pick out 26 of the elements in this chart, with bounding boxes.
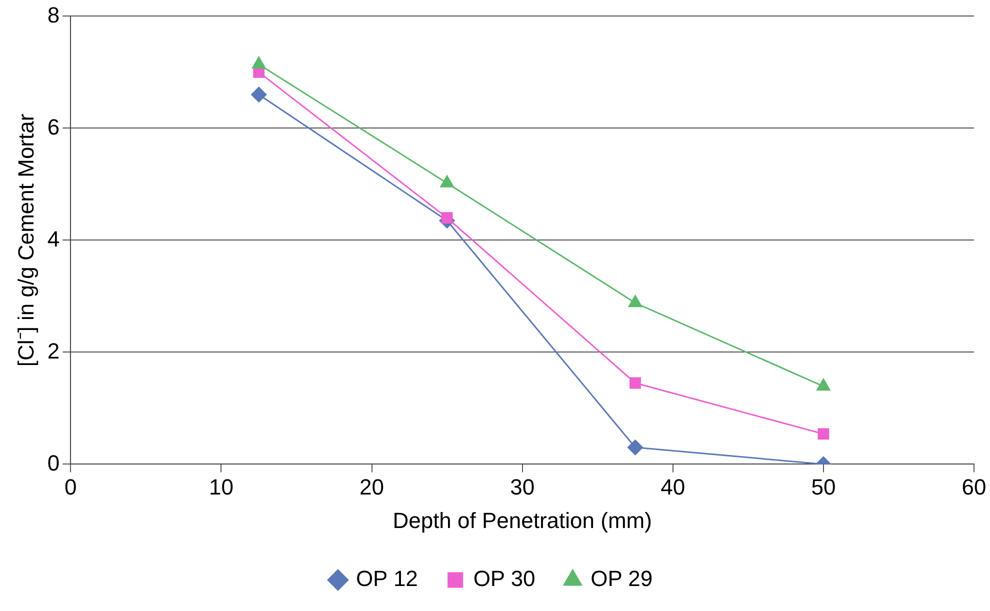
legend-label: OP 30 xyxy=(473,566,536,592)
point xyxy=(627,440,643,456)
y-tick-label: 0 xyxy=(47,450,60,476)
x-axis-title: Depth of Penetration (mm) xyxy=(392,508,652,533)
y-tick-label: 4 xyxy=(47,226,60,252)
y-tick-label: 8 xyxy=(47,2,60,28)
y-axis-title: [Cl⁻] in g/g Cement Mortar xyxy=(13,114,38,367)
point xyxy=(252,56,266,69)
x-tick-label: 20 xyxy=(360,474,384,500)
x-tick-label: 30 xyxy=(510,474,535,500)
point xyxy=(816,378,830,391)
point xyxy=(628,295,642,308)
point xyxy=(818,428,830,440)
point xyxy=(440,175,454,188)
point xyxy=(251,86,267,102)
x-tick-label: 60 xyxy=(962,474,986,500)
x-tick-label: 0 xyxy=(64,474,77,500)
y-tick-label: 6 xyxy=(47,114,60,140)
legend-label: OP 29 xyxy=(590,566,653,592)
x-tick-label: 40 xyxy=(660,474,686,500)
x-tick-label: 10 xyxy=(208,474,234,500)
legend-label: OP 12 xyxy=(356,566,418,592)
x-tick-label: 50 xyxy=(811,474,836,500)
point xyxy=(630,377,641,389)
y-tick-label: 2 xyxy=(47,338,60,364)
point xyxy=(441,212,453,224)
